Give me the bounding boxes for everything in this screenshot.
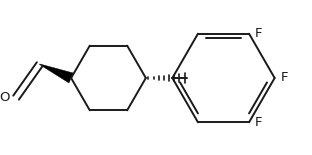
Polygon shape xyxy=(40,64,73,83)
Text: F: F xyxy=(255,27,262,40)
Text: F: F xyxy=(280,71,288,84)
Text: F: F xyxy=(255,116,262,129)
Text: O: O xyxy=(0,91,9,104)
